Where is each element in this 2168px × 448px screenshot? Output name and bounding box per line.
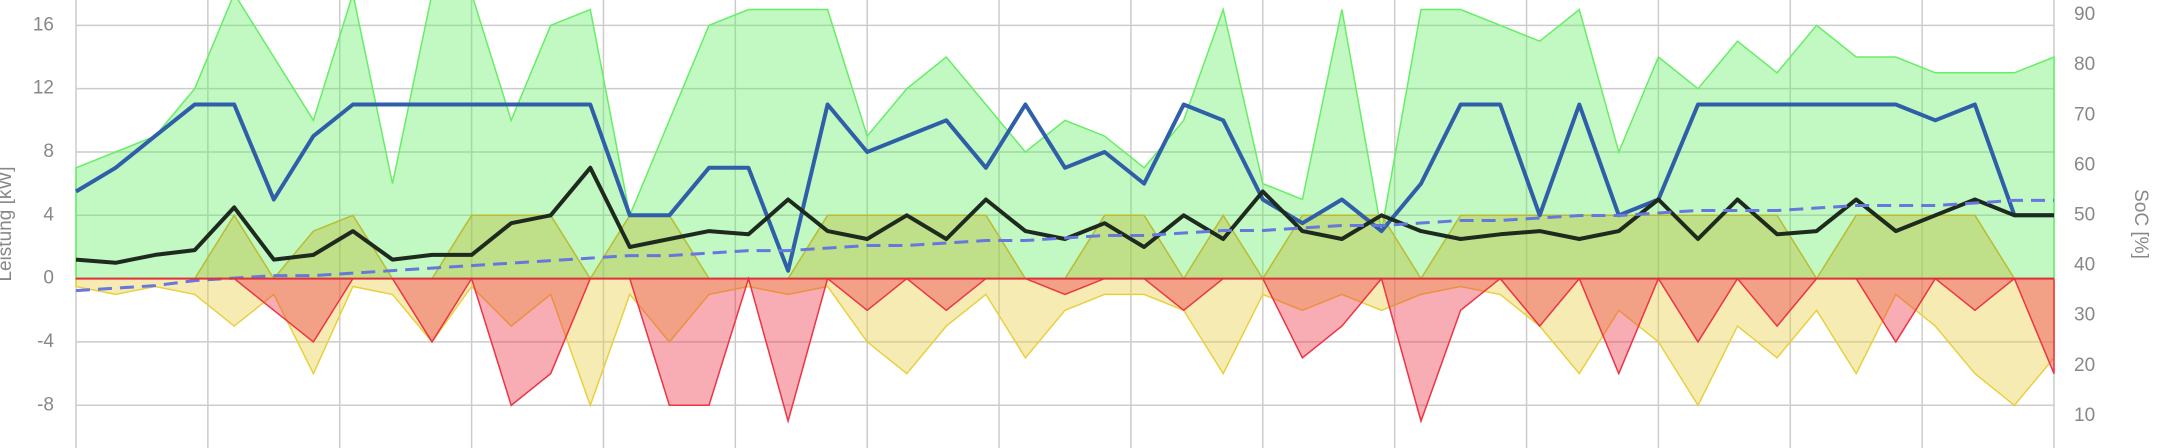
y-tick-label: 16 <box>33 14 54 35</box>
y2-tick-label: 20 <box>2074 355 2095 376</box>
series-line <box>75 198 2054 293</box>
y-tick-label: 12 <box>33 78 54 99</box>
y2-tick-label: 80 <box>2074 54 2095 75</box>
y-tick-label: -8 <box>37 394 54 415</box>
series-line <box>74 102 2054 273</box>
y2-axis-title: SoC [%] <box>2130 189 2151 259</box>
area <box>75 277 2055 408</box>
y2-tick-label: 30 <box>2074 305 2095 326</box>
y-tick-label: -4 <box>37 331 54 352</box>
y2-tick-label: 50 <box>2074 204 2095 225</box>
y-tick-label: 4 <box>43 204 54 225</box>
y-tick-label: 0 <box>43 268 54 289</box>
y2-tick-label: 10 <box>2074 405 2095 426</box>
y2-tick-label: 90 <box>2074 4 2095 25</box>
y2-tick-label: 60 <box>2074 154 2095 175</box>
area <box>75 0 2055 280</box>
y2-tick-label: 70 <box>2074 104 2095 125</box>
y-tick-label: 8 <box>43 141 54 162</box>
y2-tick-label: 40 <box>2074 255 2095 276</box>
y-axis-title: Leistung [kW] <box>0 166 16 281</box>
